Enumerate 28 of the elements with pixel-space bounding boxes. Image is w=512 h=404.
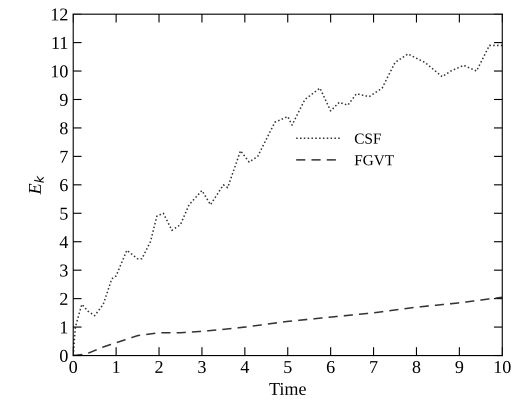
y-tick-label: 10 bbox=[52, 65, 68, 78]
y-tick-label: 8 bbox=[60, 122, 68, 134]
x-tick-label: 1 bbox=[113, 360, 120, 373]
x-tick-label: 10 bbox=[494, 360, 511, 374]
y-tick-label: 0 bbox=[60, 350, 68, 362]
y-tick-label: 12 bbox=[52, 8, 68, 20]
x-axis-title: Time bbox=[269, 382, 306, 396]
x-tick-label: 9 bbox=[455, 360, 464, 374]
y-tick-label: 7 bbox=[60, 150, 68, 163]
x-tick-label: 6 bbox=[326, 360, 335, 374]
legend-label: FGVT bbox=[354, 155, 394, 166]
y-tick-label: 4 bbox=[60, 236, 68, 248]
y-tick-label: 5 bbox=[60, 208, 68, 220]
x-tick-label: 2 bbox=[155, 360, 163, 373]
x-tick-label: 4 bbox=[240, 361, 250, 373]
y-tick-label: 11 bbox=[52, 36, 68, 49]
y-tick-label: 6 bbox=[60, 179, 68, 192]
x-tick-label: 3 bbox=[198, 360, 206, 374]
legend-label: CSF bbox=[354, 134, 381, 144]
y-tick-label: 3 bbox=[60, 264, 68, 277]
y-tick-label: 2 bbox=[60, 292, 68, 305]
y-tick-label: 1 bbox=[60, 321, 68, 334]
x-tick-label: 5 bbox=[284, 361, 292, 374]
x-tick-label: 7 bbox=[370, 361, 378, 373]
y-tick-label: 9 bbox=[60, 94, 68, 106]
x-tick-label: 0 bbox=[69, 360, 78, 374]
x-tick-label: 8 bbox=[412, 360, 420, 374]
y-axis-title: E$_{k}$ bbox=[28, 175, 44, 195]
